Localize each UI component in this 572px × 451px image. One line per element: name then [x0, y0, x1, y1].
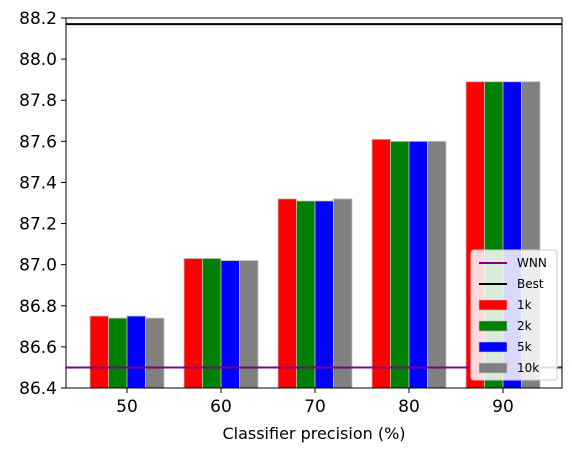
x-axis-label: Classifier precision (%) — [222, 424, 405, 443]
legend-label-best: Best — [517, 277, 544, 291]
legend-label-wnn: WNN — [517, 256, 547, 270]
x-tick-label: 70 — [304, 397, 326, 417]
bar-2k-70 — [296, 200, 316, 389]
y-tick-label: 87.4 — [19, 173, 57, 193]
bar-2k-80 — [390, 140, 410, 389]
bar-10k-50 — [145, 317, 165, 389]
bar-1k-80 — [371, 138, 391, 389]
x-tick-label: 80 — [398, 397, 420, 417]
x-tick-label: 60 — [210, 397, 232, 417]
legend-label-5k: 5k — [517, 340, 532, 354]
bar-10k-70 — [333, 198, 353, 389]
y-tick-label: 86.6 — [19, 338, 57, 358]
bar-5k-80 — [408, 140, 428, 389]
bar-2k-50 — [108, 317, 128, 389]
x-tick-label: 50 — [116, 397, 138, 417]
legend-swatch-1k — [478, 299, 508, 311]
legend-label-2k: 2k — [517, 319, 532, 333]
bar-10k-80 — [427, 140, 447, 389]
legend-label-1k: 1k — [517, 298, 532, 312]
bar-1k-50 — [89, 315, 109, 389]
bar-2k-60 — [202, 258, 222, 389]
y-tick-label: 87.6 — [19, 132, 57, 152]
legend: WNN Best 1k 2k 5k 10k — [470, 249, 558, 381]
legend-swatch-5k — [478, 341, 508, 353]
bar-1k-60 — [183, 258, 203, 389]
bar-5k-60 — [220, 260, 240, 389]
plot-frame — [65, 17, 563, 389]
y-tick-label: 87.0 — [19, 256, 57, 276]
bar-5k-50 — [126, 315, 146, 389]
x-axis: 50 60 70 80 90 — [116, 388, 514, 417]
legend-label-10k: 10k — [517, 361, 539, 375]
y-tick-label: 88.0 — [19, 50, 57, 70]
legend-swatch-2k — [478, 320, 508, 332]
bar-5k-70 — [314, 200, 334, 389]
bar-10k-60 — [239, 260, 259, 389]
legend-swatch-10k — [478, 362, 508, 374]
y-tick-label: 86.8 — [19, 297, 57, 317]
y-tick-label: 88.2 — [19, 9, 57, 29]
x-tick-label: 90 — [492, 397, 514, 417]
y-axis: 86.4 86.6 86.8 87.0 87.2 87.4 87.6 87.8 88.0 88.2 — [19, 9, 66, 399]
bar-1k-70 — [277, 198, 297, 389]
y-tick-label: 87.2 — [19, 215, 57, 235]
y-tick-label: 87.8 — [19, 91, 57, 111]
y-tick-label: 86.4 — [19, 379, 57, 399]
